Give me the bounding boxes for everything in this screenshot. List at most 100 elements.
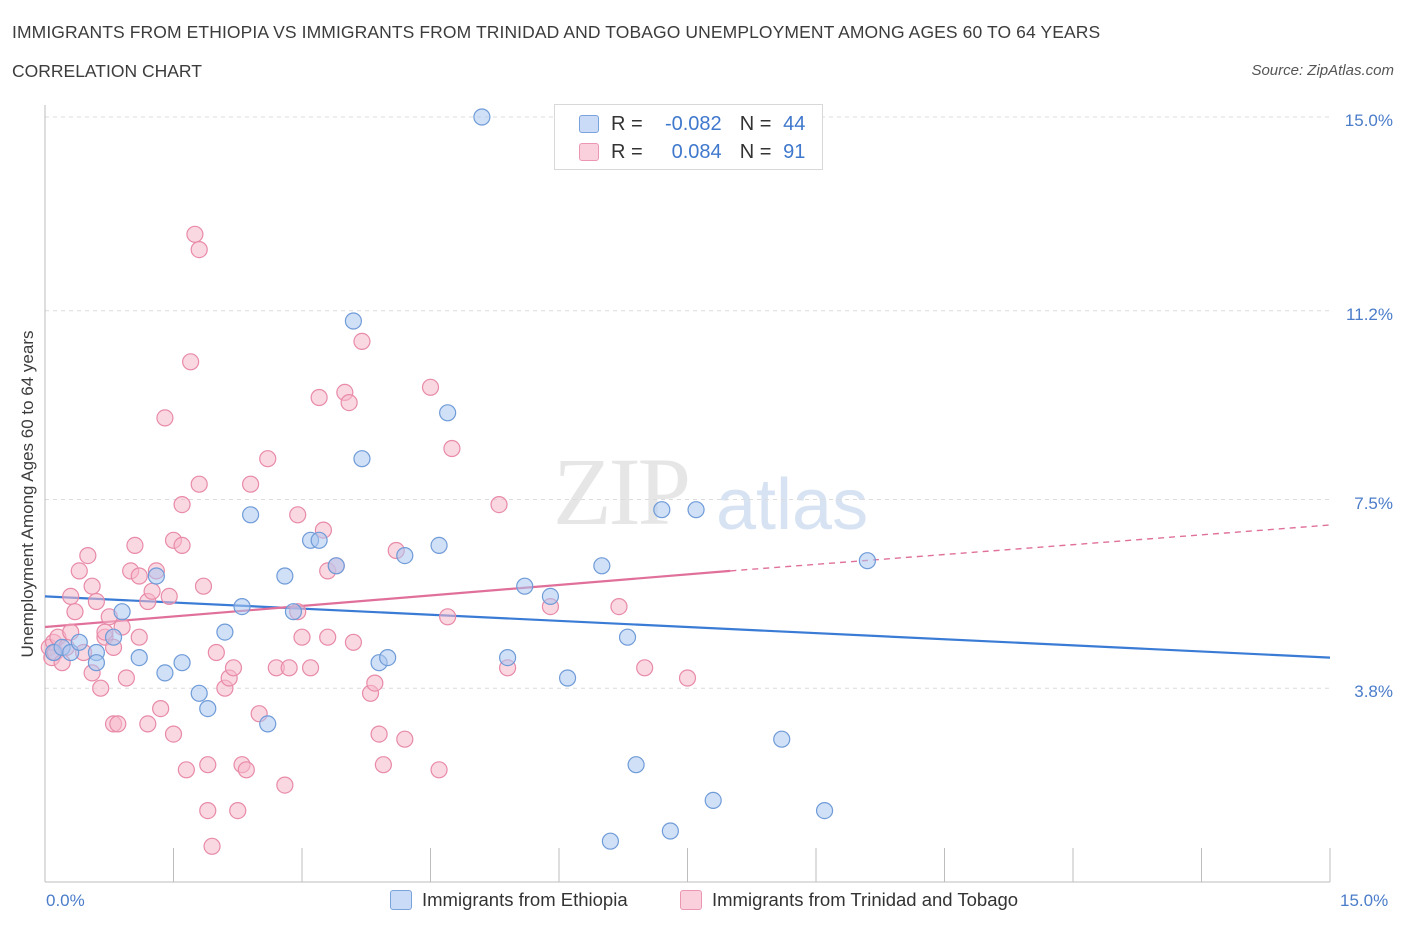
- y-tick-label: 7.5%: [1354, 493, 1393, 513]
- point-ethiopia: [499, 648, 517, 667]
- legend-r-label: R =: [611, 140, 643, 163]
- legend-swatch-ethiopia: [390, 890, 412, 910]
- point-ethiopia: [327, 557, 345, 575]
- y-tick-label: 15.0%: [1344, 111, 1393, 130]
- point-ethiopia: [130, 648, 148, 667]
- y-tick-label: 3.8%: [1354, 682, 1393, 702]
- point-trinidad: [139, 715, 157, 733]
- point-ethiopia: [233, 597, 251, 616]
- legend-r-value: 0.084: [671, 140, 722, 163]
- point-trinidad: [276, 776, 294, 794]
- point-ethiopia: [815, 801, 834, 820]
- chart-subtitle: CORRELATION CHART: [12, 61, 202, 81]
- trend-lines: [44, 524, 1331, 659]
- point-ethiopia: [396, 546, 414, 565]
- point-ethiopia: [618, 628, 637, 646]
- point-trinidad: [678, 669, 697, 687]
- legend-r-value: -0.082: [664, 112, 722, 135]
- y-tick-label: 11.2%: [1346, 304, 1393, 324]
- point-ethiopia: [704, 791, 722, 810]
- point-trinidad: [430, 761, 448, 779]
- point-trinidad: [117, 669, 135, 687]
- point-ethiopia: [601, 832, 620, 850]
- point-ethiopia: [173, 654, 191, 672]
- point-trinidad: [229, 801, 247, 820]
- x-tick-label-min: 0.0%: [46, 891, 85, 910]
- x-tick-label-max: 15.0%: [1340, 891, 1389, 910]
- point-trinidad: [366, 674, 384, 692]
- point-ethiopia: [104, 628, 123, 646]
- legend-r-label: R =: [611, 112, 643, 135]
- trend-line: [44, 595, 1331, 659]
- point-trinidad: [87, 592, 106, 611]
- point-trinidad: [186, 225, 204, 243]
- correlation-legend: R = -0.082 N = 44 R = 0.084 N = 91: [554, 104, 823, 170]
- point-trinidad: [143, 582, 161, 600]
- point-trinidad: [199, 756, 217, 774]
- point-ethiopia: [473, 108, 491, 126]
- point-ethiopia: [310, 531, 328, 549]
- point-ethiopia: [661, 822, 679, 840]
- legend-row-ethiopia: R = -0.082 N = 44: [579, 112, 805, 136]
- point-ethiopia: [147, 567, 165, 585]
- point-ethiopia: [156, 664, 174, 682]
- point-trinidad: [301, 659, 320, 677]
- point-trinidad: [79, 546, 97, 565]
- point-ethiopia: [276, 567, 294, 585]
- point-ethiopia: [216, 623, 234, 641]
- point-trinidad: [242, 475, 260, 493]
- point-ethiopia: [113, 603, 131, 621]
- bottom-legend-trinidad: Immigrants from Trinidad and Tobago: [680, 889, 1018, 911]
- point-trinidad: [164, 725, 183, 743]
- point-trinidad: [237, 761, 255, 779]
- point-trinidad: [421, 378, 440, 396]
- legend-n-value: 44: [783, 112, 806, 135]
- point-ethiopia: [284, 603, 303, 621]
- point-trinidad: [66, 603, 84, 621]
- point-trinidad: [610, 597, 628, 616]
- point-trinidad: [396, 730, 414, 748]
- legend-swatch-trinidad: [579, 143, 599, 161]
- point-trinidad: [207, 643, 225, 662]
- point-trinidad: [126, 536, 144, 555]
- chart-title: IMMIGRANTS FROM ETHIOPIA VS IMMIGRANTS F…: [12, 22, 1101, 42]
- point-trinidad: [344, 633, 362, 651]
- point-trinidad: [319, 628, 337, 646]
- point-trinidad: [156, 409, 174, 427]
- point-trinidad: [109, 715, 127, 733]
- point-trinidad: [439, 608, 457, 626]
- point-trinidad: [353, 332, 371, 350]
- point-ethiopia: [516, 577, 534, 595]
- legend-n-value: 91: [783, 140, 806, 163]
- point-trinidad: [190, 475, 208, 493]
- axes: [44, 105, 1331, 883]
- point-trinidad: [443, 439, 461, 458]
- point-trinidad: [310, 388, 328, 407]
- point-ethiopia: [190, 684, 208, 702]
- watermark-zip: ZIP: [553, 438, 691, 545]
- watermark-atlas: atlas: [716, 465, 869, 545]
- point-trinidad: [130, 567, 148, 585]
- point-ethiopia: [773, 730, 791, 748]
- point-ethiopia: [687, 501, 705, 519]
- point-ethiopia: [558, 669, 577, 687]
- point-trinidad: [370, 725, 388, 743]
- data-points: [40, 108, 877, 855]
- point-trinidad: [340, 394, 358, 412]
- source-label: Source: ZipAtlas.com: [1251, 62, 1394, 79]
- legend-swatch-trinidad: [680, 890, 702, 910]
- point-trinidad: [182, 353, 200, 371]
- point-ethiopia: [379, 648, 397, 667]
- point-trinidad: [160, 587, 178, 606]
- point-ethiopia: [653, 501, 671, 519]
- point-ethiopia: [344, 312, 362, 330]
- legend-n-label: N =: [739, 140, 772, 163]
- point-ethiopia: [87, 654, 106, 672]
- point-ethiopia: [593, 557, 611, 575]
- point-ethiopia: [430, 536, 448, 555]
- point-ethiopia: [439, 404, 457, 422]
- legend-n-label: N =: [739, 112, 772, 135]
- point-ethiopia: [627, 756, 645, 774]
- point-trinidad: [224, 659, 243, 677]
